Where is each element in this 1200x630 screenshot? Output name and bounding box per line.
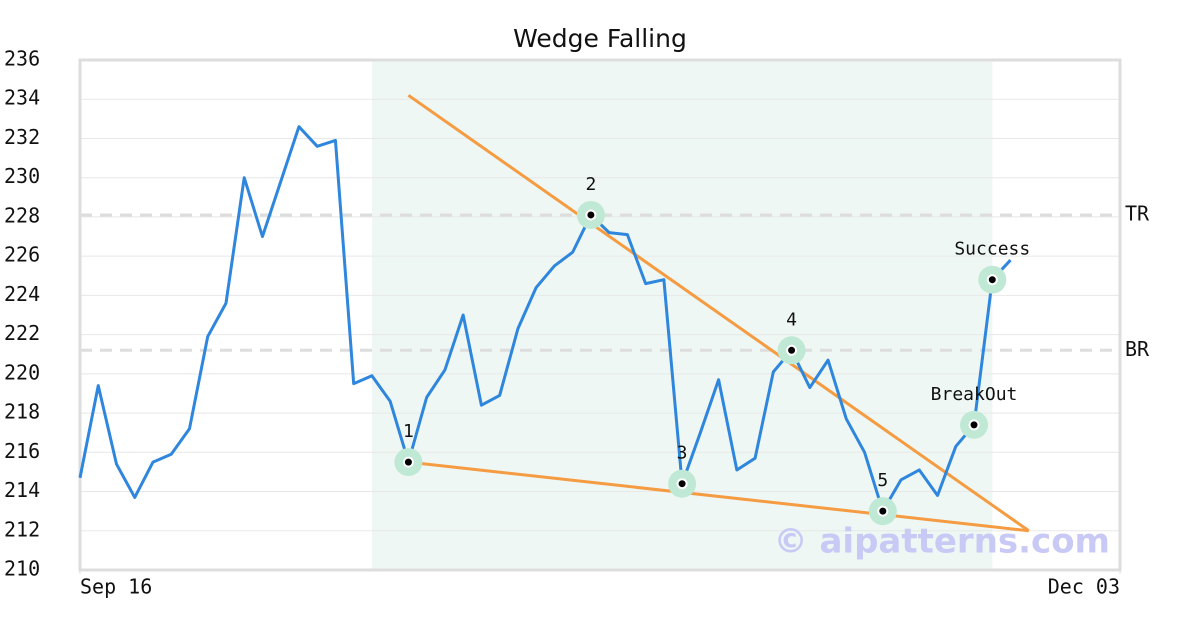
point-dot (676, 478, 688, 490)
y-tick-label: 234 (4, 86, 40, 110)
y-tick-label: 218 (4, 400, 40, 424)
y-tick-label: 222 (4, 321, 40, 345)
point-label: 3 (677, 443, 688, 464)
y-tick-label: 216 (4, 439, 40, 463)
y-tick-label: 236 (4, 47, 40, 71)
point-dot (968, 419, 980, 431)
point-label: Success (954, 239, 1030, 260)
point-label: 5 (877, 470, 888, 491)
point-label: 1 (403, 421, 414, 442)
plot-frame (78, 58, 1122, 572)
y-tick-label: 228 (4, 203, 40, 227)
point-dot (877, 505, 889, 517)
y-tick-label: 232 (4, 125, 40, 149)
point-label: 2 (585, 174, 596, 195)
y-tick-label: 230 (4, 164, 40, 188)
level-label: TR (1125, 201, 1150, 225)
point-label: BreakOut (931, 384, 1018, 405)
price-line (78, 125, 1012, 513)
y-tick-label: 224 (4, 282, 40, 306)
y-tick-label: 226 (4, 243, 40, 267)
point-dot (986, 274, 998, 286)
trend-line (407, 94, 1030, 532)
y-tick-label: 212 (4, 517, 40, 541)
x-tick-label: Dec 03 (1048, 575, 1120, 599)
point-dot (585, 209, 597, 221)
y-tick-label: 210 (4, 557, 40, 581)
chart-title: Wedge Falling (513, 24, 687, 53)
watermark: © aipatterns.com (774, 522, 1110, 562)
y-tick-label: 214 (4, 478, 40, 502)
point-dot (786, 344, 798, 356)
trend-line (408, 460, 1029, 533)
level-label: BR (1125, 337, 1150, 361)
point-dot (402, 456, 414, 468)
point-label: 4 (786, 309, 797, 330)
x-tick-label: Sep 16 (80, 575, 152, 599)
y-tick-label: 220 (4, 360, 40, 384)
